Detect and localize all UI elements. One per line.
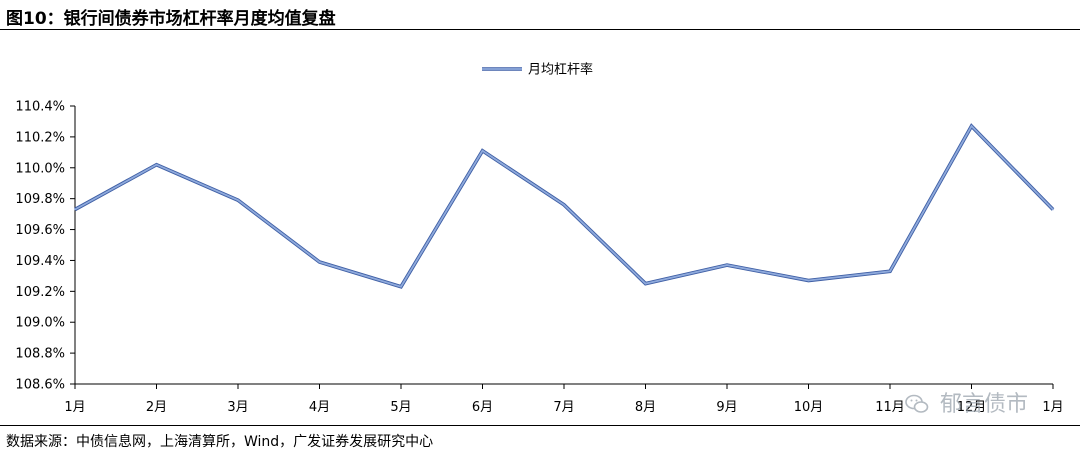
data-point (970, 125, 973, 127)
wechat-icon (905, 394, 929, 413)
y-tick-label: 109.6% (15, 223, 65, 238)
x-tick-label: 9月 (716, 400, 737, 415)
watermark-text: 郁言债市 (940, 392, 1029, 417)
x-tick-label: 4月 (309, 400, 330, 415)
x-tick-label: 1月 (64, 400, 85, 415)
x-tick-label: 5月 (390, 400, 411, 415)
data-point (807, 279, 810, 282)
x-tick-label: 2月 (146, 400, 167, 415)
y-tick-label: 109.8% (15, 192, 65, 207)
y-tick-label: 110.0% (15, 161, 65, 176)
x-tick-label: 3月 (227, 400, 248, 415)
plot-area (74, 123, 1055, 289)
data-point (74, 208, 76, 211)
data-point (726, 264, 728, 266)
x-tick-label: 8月 (635, 400, 656, 415)
source-note: 数据来源：中债信息网，上海清算所，Wind，广发证券发展研究中心 (6, 434, 434, 450)
line-chart: 月均杠杆率 108.6% 108.8% 109.0% 109.2% 109.4% 109.… (15, 62, 1063, 416)
chart-legend: 月均杠杆率 (482, 62, 593, 78)
y-tick-label: 109.4% (15, 254, 65, 269)
data-point (400, 285, 402, 288)
series-line-edge (74, 123, 1055, 289)
data-point (889, 270, 891, 273)
y-tick-label: 110.4% (15, 100, 65, 115)
x-tick-label: 1月 (1042, 400, 1063, 415)
data-point (481, 149, 484, 152)
y-tick-label: 108.6% (15, 378, 65, 393)
watermark: 郁言债市 (905, 386, 1028, 418)
y-tick-label: 109.2% (15, 285, 65, 300)
data-point (237, 199, 239, 202)
legend-label: 月均杠杆率 (528, 62, 593, 78)
data-point (563, 204, 565, 206)
y-tick-label: 109.0% (15, 316, 65, 331)
chart-axes: 108.6% 108.8% 109.0% 109.2% 109.4% 109.6% 109.… (15, 100, 1063, 416)
source-rule (0, 425, 1080, 426)
title-rule (0, 29, 1080, 30)
y-tick-label: 108.8% (15, 347, 65, 362)
figure-title: 图10：银行间债券市场杠杆率月度均值复盘 (6, 9, 336, 29)
data-point (644, 282, 647, 285)
data-point (155, 163, 158, 166)
x-tick-label: 11月 (875, 400, 905, 415)
y-tick-label: 110.2% (15, 130, 65, 145)
data-point (1052, 208, 1054, 211)
x-tick-label: 12月 (957, 400, 987, 415)
x-tick-label: 10月 (794, 400, 824, 415)
x-tick-label: 6月 (472, 400, 493, 415)
data-point (318, 261, 321, 263)
x-tick-label: 7月 (553, 400, 574, 415)
